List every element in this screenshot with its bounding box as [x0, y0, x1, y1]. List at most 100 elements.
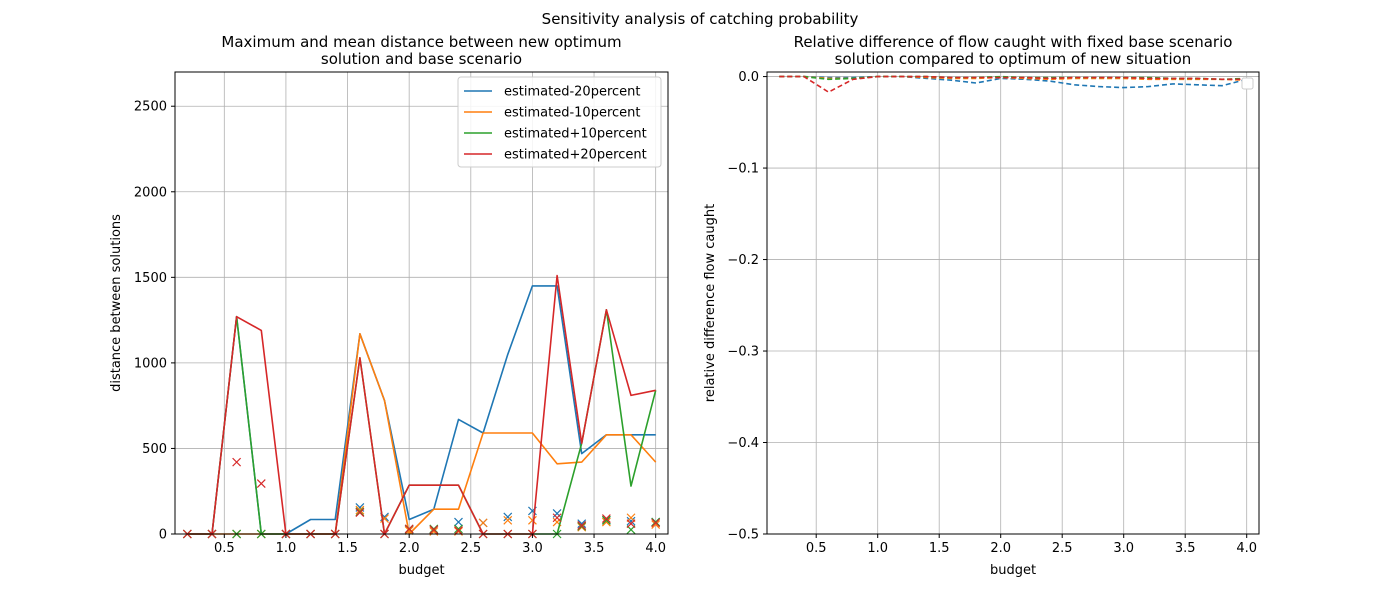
mean-marker-stroke: [601, 514, 611, 524]
x-tick-label: 3.0: [1113, 541, 1134, 556]
mean-marker-estimated+20percent: [601, 514, 611, 524]
y-tick-label: −0.2: [727, 253, 759, 268]
chart-title-line: Maximum and mean distance between new op…: [221, 33, 621, 51]
x-axis-label: budget: [990, 563, 1036, 578]
legend-label-estimated-20percent: estimated-20percent: [504, 85, 640, 100]
mean-marker-stroke: [577, 522, 587, 532]
legend: estimated-20percent estimated-10percent es…: [457, 76, 662, 168]
series-line-estimated+20percent: [187, 274, 656, 535]
mean-marker-estimated+20percent: [256, 479, 266, 488]
figure-suptitle: Sensitivity analysis of catching probabi…: [542, 10, 859, 28]
mean-marker-estimated-20percent: [454, 517, 463, 527]
mean-marker-estimated+20percent: [577, 521, 587, 530]
x-tick-label: 1.5: [929, 541, 950, 556]
axes-frame: [174, 71, 669, 535]
legend-box: [457, 76, 662, 168]
mean-marker-estimated-10percent: [404, 526, 414, 536]
mean-marker-estimated+20percent: [626, 519, 636, 529]
legend-label-estimated-10percent: estimated-10percent: [504, 106, 640, 121]
x-tick-label: 1.0: [867, 541, 888, 556]
x-tick-label: 1.5: [337, 541, 358, 556]
mean-marker-estimated+10percent: [355, 507, 365, 517]
series-group: [182, 274, 661, 539]
axes-frame: [766, 71, 1260, 535]
mean-marker-estimated+10percent: [601, 515, 611, 525]
mean-marker-stroke: [601, 515, 611, 525]
mean-marker-estimated-10percent: [577, 522, 587, 532]
series-line-estimated-20percent: [779, 75, 1247, 89]
mean-marker-stroke: [552, 517, 562, 527]
y-tick-label: 2000: [134, 185, 167, 200]
mean-marker-stroke: [528, 515, 537, 525]
chart-title-line: solution compared to optimum of new situ…: [835, 50, 1192, 68]
mean-marker-stroke: [454, 517, 463, 527]
chart-title-line: Relative difference of flow caught with …: [794, 33, 1233, 51]
series-group: [779, 75, 1247, 93]
mean-marker-estimated-20percent: [626, 516, 636, 526]
mean-marker-stroke: [380, 514, 389, 524]
y-tick-label: 500: [142, 442, 167, 457]
x-tick-label: 2.5: [1052, 541, 1073, 556]
mean-marker-stroke: [577, 521, 587, 531]
y-tick-label: 1500: [134, 271, 167, 286]
mean-marker-stroke: [503, 515, 513, 525]
y-tick-label: 2500: [134, 100, 167, 115]
mean-marker-stroke: [651, 518, 661, 528]
x-tick-label: 0.5: [806, 541, 827, 556]
mean-marker-stroke: [626, 519, 636, 529]
mean-marker-stroke: [355, 508, 365, 518]
mean-marker-estimated-10percent: [503, 515, 513, 525]
mean-marker-estimated+10percent: [651, 517, 661, 527]
mean-marker-stroke: [256, 479, 266, 488]
mean-marker-estimated+20percent: [404, 524, 414, 534]
mean-marker-stroke: [577, 519, 587, 529]
y-tick-label: −0.3: [727, 345, 759, 360]
legend-label-estimated+20percent: estimated+20percent: [504, 148, 647, 163]
relative-difference-chart: 0.5 1.0 1.5 2.0 2.5 3.0 3.5 4.0 0.0 −0.1 −0.2 −0.3 −…: [703, 33, 1260, 578]
x-tick-label: 3.0: [522, 541, 543, 556]
mean-marker-estimated+20percent: [552, 513, 562, 523]
plot-area: [767, 72, 1259, 534]
mean-marker-stroke: [404, 526, 414, 536]
y-axis-label: relative difference flow caught: [703, 204, 718, 402]
y-axis-label: distance between solutions: [109, 214, 124, 392]
mean-marker-estimated-20percent: [577, 519, 587, 529]
mean-marker-estimated-10percent: [355, 505, 365, 515]
y-tick-label: −0.4: [727, 436, 759, 451]
mean-marker-stroke: [651, 517, 661, 527]
mean-marker-stroke: [454, 526, 463, 536]
mean-marker-stroke: [429, 524, 439, 534]
mean-marker-stroke: [429, 525, 439, 535]
mean-marker-estimated-20percent: [503, 512, 513, 522]
mean-marker-estimated-10percent: [651, 520, 661, 530]
mean-marker-stroke: [552, 509, 562, 518]
mean-marker-estimated-10percent: [528, 515, 537, 525]
mean-marker-stroke: [552, 513, 562, 523]
mean-marker-estimated-20percent: [552, 509, 562, 518]
legend-label-estimated+10percent: estimated+10percent: [504, 127, 647, 142]
x-tick-label: 2.0: [399, 541, 420, 556]
mean-marker-estimated+10percent: [429, 524, 439, 534]
chart-title-line: solution and base scenario: [321, 50, 522, 68]
series-line-estimated+20percent: [779, 75, 1247, 93]
mean-marker-stroke: [478, 518, 488, 528]
mean-marker-stroke: [577, 521, 587, 530]
mean-marker-estimated+20percent: [429, 525, 439, 535]
mean-marker-estimated+10percent: [577, 521, 587, 531]
y-tick-label: 0: [159, 528, 167, 543]
mean-marker-stroke: [454, 524, 463, 534]
x-axis-label: budget: [398, 563, 444, 578]
mean-marker-estimated-10percent: [601, 517, 611, 527]
mean-marker-estimated+20percent: [651, 518, 661, 528]
mean-marker-estimated+20percent: [355, 508, 365, 518]
x-tick-label: 1.0: [276, 541, 297, 556]
y-tick-label: −0.5: [727, 528, 759, 543]
mean-marker-stroke: [626, 516, 636, 526]
mean-marker-stroke: [355, 505, 365, 515]
mean-marker-estimated+20percent: [454, 526, 463, 536]
legend-box-empty: [1241, 77, 1254, 90]
x-tick-label: 0.5: [214, 541, 235, 556]
x-tick-label: 4.0: [645, 541, 666, 556]
x-tick-label: 3.5: [584, 541, 605, 556]
